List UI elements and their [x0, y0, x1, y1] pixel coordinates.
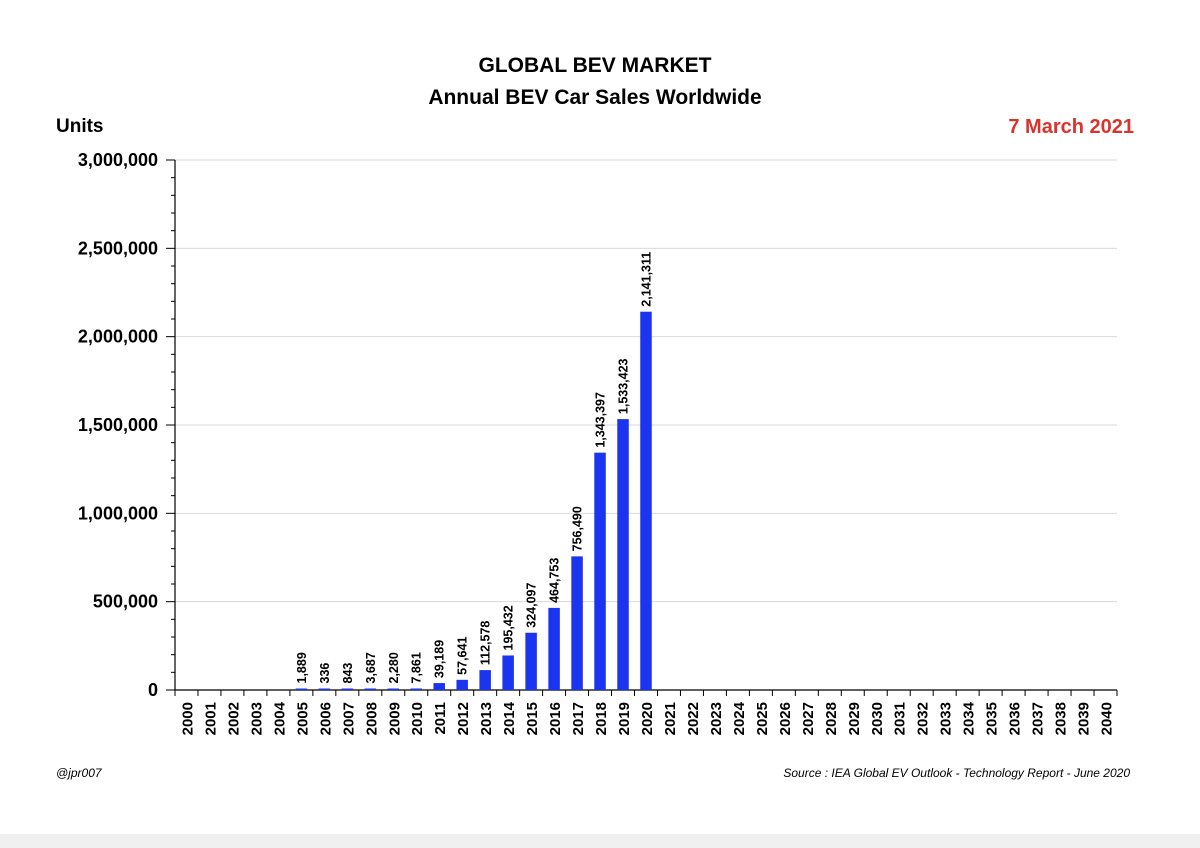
bottom-band: [0, 834, 1200, 848]
x-tick-label: 2015: [524, 702, 541, 735]
data-label: 2,280: [387, 652, 401, 683]
x-tick-label: 2027: [800, 702, 817, 735]
x-tick-label: 2000: [179, 702, 196, 735]
x-tick-label: 2031: [892, 702, 909, 735]
x-tick-label: 2014: [501, 701, 518, 735]
bar: [502, 655, 514, 690]
x-tick-label: 2006: [317, 702, 334, 735]
x-tick-label: 2002: [225, 702, 242, 735]
y-tick-label: 2,000,000: [78, 327, 158, 347]
x-tick-label: 2019: [616, 702, 633, 735]
y-tick-label: 0: [148, 680, 158, 700]
x-tick-label: 2035: [984, 702, 1001, 735]
y-axis-units-label: Units: [56, 116, 104, 137]
data-label: 464,753: [548, 558, 562, 603]
chart-subtitle: Annual BEV Car Sales Worldwide: [428, 86, 762, 109]
bar: [433, 683, 445, 690]
x-tick-label: 2025: [754, 702, 771, 735]
x-tick-label: 2009: [386, 702, 403, 735]
x-tick-label: 2005: [294, 702, 311, 735]
bar: [617, 419, 629, 690]
x-tick-label: 2040: [1099, 702, 1116, 735]
data-label: 57,641: [456, 637, 470, 675]
bars: [295, 311, 652, 690]
data-labels: 1,889 336 843 3,687 2,280 7,861 39,189 57,641 11…: [295, 252, 654, 684]
author-credit: @jpr007: [56, 766, 102, 780]
x-tick-label: 2016: [547, 702, 564, 735]
y-tick-labels: 0 500,000 1,000,000 1,500,000 2,000,000 2,500…: [78, 150, 158, 700]
x-tick-label: 2038: [1053, 702, 1070, 735]
data-label: 1,533,423: [617, 358, 631, 414]
x-tick-label: 2024: [731, 701, 748, 735]
bar: [640, 311, 652, 690]
x-tick-label: 2007: [340, 702, 357, 735]
bar: [548, 607, 560, 690]
y-tick-label: 2,500,000: [78, 238, 158, 258]
y-tick-label: 500,000: [93, 592, 158, 612]
bar: [387, 688, 400, 690]
x-tick-label: 2032: [915, 702, 932, 735]
bar: [295, 688, 308, 690]
data-label: 1,343,397: [594, 392, 608, 448]
x-tick-label: 2030: [869, 702, 886, 735]
x-tick-label: 2004: [271, 701, 288, 735]
x-tick-label: 2018: [593, 702, 610, 735]
data-label: 336: [318, 663, 332, 684]
data-label: 3,687: [364, 652, 378, 683]
bar: [456, 679, 468, 690]
bar: [410, 688, 422, 690]
x-tick-label: 2021: [662, 702, 679, 735]
chart-title: GLOBAL BEV MARKET: [478, 54, 712, 77]
x-tick-label: 2017: [570, 702, 587, 735]
data-label: 195,432: [502, 605, 516, 650]
x-tick-label: 2010: [409, 702, 426, 735]
x-tick-label: 2022: [685, 702, 702, 735]
bar: [341, 688, 354, 690]
data-label: 843: [341, 663, 355, 684]
data-label: 324,097: [525, 583, 539, 628]
bar: [318, 688, 331, 690]
data-label: 756,490: [571, 506, 585, 551]
x-tick-label: 2028: [823, 702, 840, 735]
bar: [571, 556, 583, 690]
bar: [525, 632, 537, 690]
bar: [364, 688, 377, 690]
x-tick-label: 2039: [1076, 702, 1093, 735]
data-label: 39,189: [433, 640, 447, 678]
x-tick-label: 2034: [961, 701, 978, 735]
x-tick-labels: 2000 2001 2002 2003 2004 2005 2006 2007 2008 2009…: [179, 701, 1115, 735]
x-tick-label: 2011: [432, 702, 449, 735]
x-tick-label: 2012: [455, 702, 472, 735]
bar: [479, 670, 491, 690]
source-note: Source : IEA Global EV Outlook - Technol…: [783, 766, 1130, 780]
data-label: 7,861: [410, 652, 424, 683]
x-tick-label: 2001: [202, 702, 219, 735]
x-tick-label: 2029: [846, 702, 863, 735]
data-label: 1,889: [295, 652, 309, 683]
data-label: 112,578: [479, 621, 493, 666]
y-tick-label: 1,000,000: [78, 503, 158, 523]
data-label: 2,141,311: [640, 252, 654, 307]
x-tick-label: 2036: [1007, 702, 1024, 735]
x-tick-label: 2023: [708, 702, 725, 735]
x-tick-label: 2003: [248, 702, 265, 735]
x-tick-label: 2013: [478, 702, 495, 735]
x-tick-label: 2033: [938, 702, 955, 735]
bar: [594, 452, 606, 690]
y-tick-label: 3,000,000: [78, 150, 158, 170]
x-tick-label: 2026: [777, 702, 794, 735]
chart-date: 7 March 2021: [1008, 116, 1134, 138]
x-tick-label: 2008: [363, 702, 380, 735]
x-tick-label: 2037: [1030, 702, 1047, 735]
x-tick-label: 2020: [639, 702, 656, 735]
y-tick-label: 1,500,000: [78, 415, 158, 435]
